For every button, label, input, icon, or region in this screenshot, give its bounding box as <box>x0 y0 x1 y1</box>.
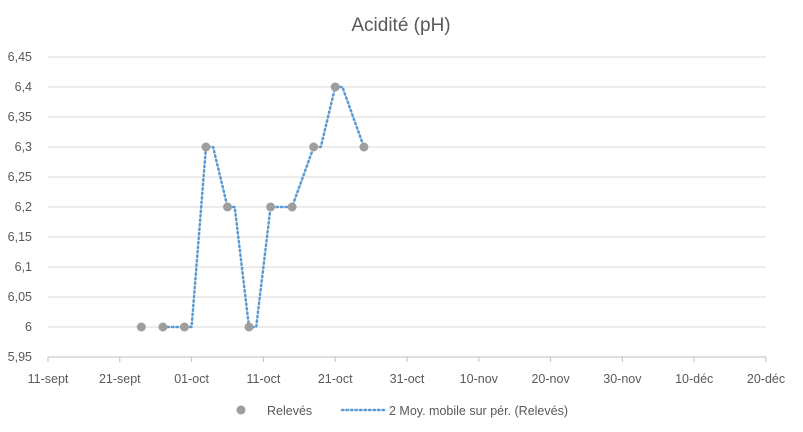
y-tick-label: 6,25 <box>8 170 32 184</box>
y-tick-label: 6,4 <box>15 80 32 94</box>
x-tick-label: 10-nov <box>460 372 499 386</box>
data-point <box>223 202 232 212</box>
x-tick-label: 21-oct <box>318 372 353 386</box>
legend-label-readings: Relevés <box>267 404 312 418</box>
data-point <box>158 322 168 332</box>
y-axis-ticks: 5,95 6 6,05 6,1 6,15 6,2 6,25 6,3 6,35 6,4 6,45 <box>8 50 32 364</box>
y-tick-label: 6,15 <box>8 230 32 244</box>
y-tick-label: 5,95 <box>8 350 32 364</box>
x-tick-label: 01-oct <box>174 372 209 386</box>
data-point <box>201 142 211 152</box>
x-axis-ticks: 11-sept 21-sept 01-oct 11-oct 21-oct 31-oct 10… <box>28 357 785 386</box>
readings-series <box>136 82 369 332</box>
x-tick-label: 21-sept <box>99 372 141 386</box>
y-tick-label: 6 <box>25 320 32 334</box>
data-point <box>330 82 340 92</box>
data-point <box>136 322 146 332</box>
data-point <box>266 202 276 212</box>
data-point <box>179 322 189 332</box>
data-point <box>309 142 319 152</box>
legend-marker-readings <box>236 405 246 415</box>
legend-label-moving-average: 2 Moy. mobile sur pér. (Relevés) <box>389 404 568 418</box>
y-tick-label: 6,1 <box>15 260 32 274</box>
y-tick-label: 6,2 <box>15 200 32 214</box>
data-point <box>244 322 254 332</box>
x-tick-label: 30-nov <box>603 372 642 386</box>
data-point <box>359 142 369 152</box>
y-tick-label: 6,3 <box>15 140 32 154</box>
x-tick-label: 20-nov <box>531 372 570 386</box>
gridlines <box>48 56 766 328</box>
x-tick-label: 11-sept <box>28 372 69 386</box>
x-tick-label: 31-oct <box>390 372 425 386</box>
y-tick-label: 6,35 <box>8 110 32 124</box>
x-tick-label: 11-oct <box>246 372 280 386</box>
legend: Relevés 2 Moy. mobile sur pér. (Relevés) <box>236 404 568 418</box>
y-tick-label: 6,05 <box>8 290 32 304</box>
x-tick-label: 20-déc <box>747 372 785 386</box>
data-point <box>287 202 297 212</box>
y-tick-label: 6,45 <box>8 50 32 64</box>
chart-title: Acidité (pH) <box>351 15 450 36</box>
x-tick-label: 10-déc <box>675 372 713 386</box>
